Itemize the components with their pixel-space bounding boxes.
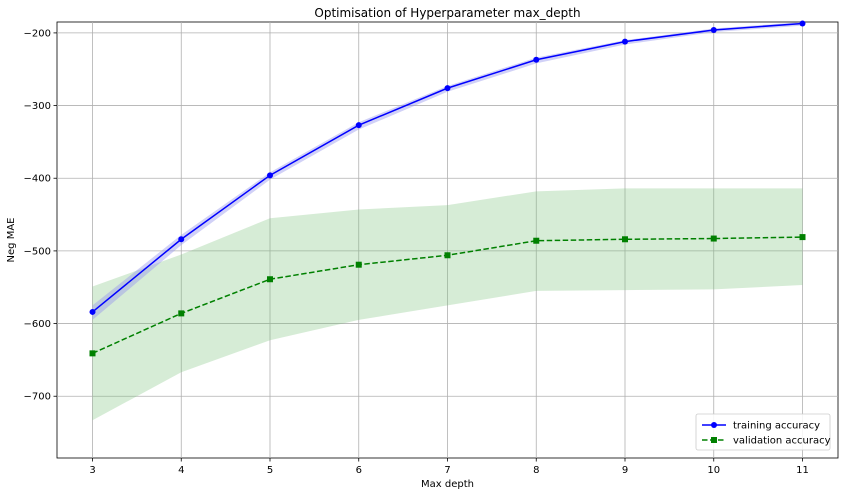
data-point bbox=[533, 56, 540, 63]
x-tick-label: 5 bbox=[267, 465, 273, 476]
data-point bbox=[710, 26, 717, 33]
legend-label-1: validation accuracy bbox=[733, 436, 831, 447]
x-tick-label: 10 bbox=[707, 465, 720, 476]
data-point bbox=[622, 236, 628, 243]
y-tick-label: −400 bbox=[24, 174, 51, 185]
data-point bbox=[533, 237, 540, 244]
plot-area bbox=[56, 20, 839, 459]
x-tick-label: 11 bbox=[796, 465, 809, 476]
y-axis-ticks: −700 −600 −500 −400 −300 −200 bbox=[24, 28, 57, 403]
y-tick-label: −300 bbox=[24, 101, 51, 112]
legend: training accuracy validation accuracy bbox=[695, 413, 831, 451]
grid bbox=[57, 22, 838, 458]
legend-marker-1 bbox=[711, 437, 717, 443]
data-point bbox=[710, 235, 717, 242]
y-axis-label: Neg MAE bbox=[6, 218, 17, 263]
y-tick-label: −700 bbox=[24, 392, 51, 403]
data-point bbox=[799, 20, 806, 27]
y-tick-label: −200 bbox=[24, 28, 51, 39]
data-point bbox=[799, 234, 806, 241]
data-point bbox=[355, 122, 362, 129]
x-tick-label: 9 bbox=[622, 465, 628, 476]
x-tick-label: 8 bbox=[533, 465, 539, 476]
legend-label-0: training accuracy bbox=[733, 421, 820, 432]
legend-box bbox=[695, 413, 831, 451]
x-tick-label: 3 bbox=[89, 465, 95, 476]
x-axis-ticks: 3 4 5 6 7 8 9 10 11 bbox=[89, 458, 809, 476]
data-point bbox=[267, 172, 273, 179]
data-point bbox=[444, 252, 451, 259]
x-tick-label: 4 bbox=[178, 465, 184, 476]
data-point bbox=[89, 308, 96, 315]
y-tick-label: −600 bbox=[24, 319, 51, 330]
chart-title: Optimisation of Hyperparameter max_depth bbox=[314, 6, 580, 20]
data-point bbox=[178, 236, 185, 243]
series-markers bbox=[89, 20, 806, 357]
legend-marker-0 bbox=[711, 422, 717, 428]
data-point bbox=[355, 261, 362, 268]
data-point bbox=[622, 38, 628, 45]
x-tick-label: 6 bbox=[356, 465, 362, 476]
data-point bbox=[89, 350, 96, 357]
x-tick-label: 7 bbox=[444, 465, 450, 476]
data-point bbox=[444, 85, 451, 92]
data-point bbox=[178, 310, 185, 317]
confidence-band-1 bbox=[92, 188, 803, 421]
x-axis-label: Max depth bbox=[421, 479, 474, 490]
y-tick-label: −500 bbox=[24, 246, 51, 257]
confidence-bands bbox=[92, 22, 803, 421]
data-point bbox=[267, 276, 273, 283]
